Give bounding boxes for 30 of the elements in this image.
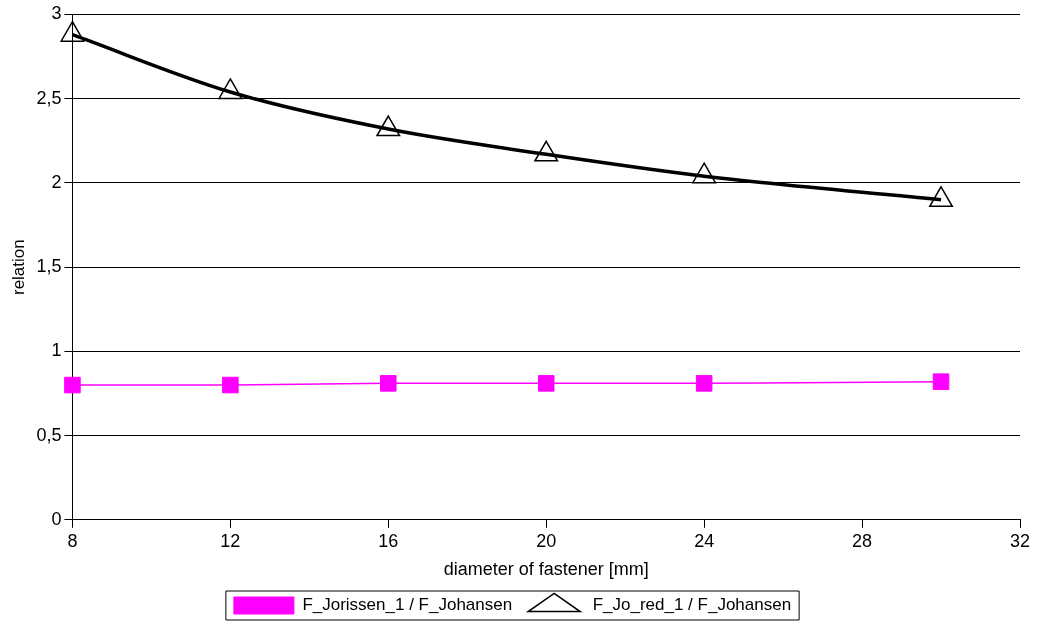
y-tick-label: 1: [51, 340, 62, 361]
x-tick-label: 12: [220, 530, 241, 551]
x-tick-label: 28: [852, 530, 873, 551]
x-tick-label: 24: [694, 530, 715, 551]
point: [380, 375, 397, 392]
point: [695, 375, 713, 392]
point: [60, 20, 85, 42]
point: [222, 376, 239, 394]
point: [929, 186, 954, 208]
y-tick-label: 0,5: [36, 424, 62, 445]
point: [534, 140, 559, 162]
x-tick-label: 8: [67, 530, 78, 551]
y-tick-label: 1,5: [36, 256, 62, 277]
y-axis-title: relation: [8, 239, 28, 296]
legend-label: F_Jorissen_1 / F_Johansen: [302, 595, 513, 615]
y-tick-label: 0: [51, 508, 62, 529]
point: [64, 376, 81, 394]
point: [692, 162, 717, 184]
x-tick-label: 20: [536, 530, 557, 551]
y-tick-label: 2,5: [36, 87, 62, 108]
y-tick-label: 3: [51, 3, 62, 24]
point: [218, 78, 243, 100]
x-tick-label: 32: [1009, 530, 1031, 551]
x-tick-label: 16: [378, 530, 399, 551]
point: [376, 115, 401, 137]
x-axis-title: diameter of fastener [mm]: [443, 559, 649, 580]
y-tick-label: 2: [51, 171, 62, 192]
point: [537, 375, 555, 392]
legend-label: F_Jo_red_1 / F_Johansen: [592, 595, 792, 615]
point: [932, 373, 950, 390]
